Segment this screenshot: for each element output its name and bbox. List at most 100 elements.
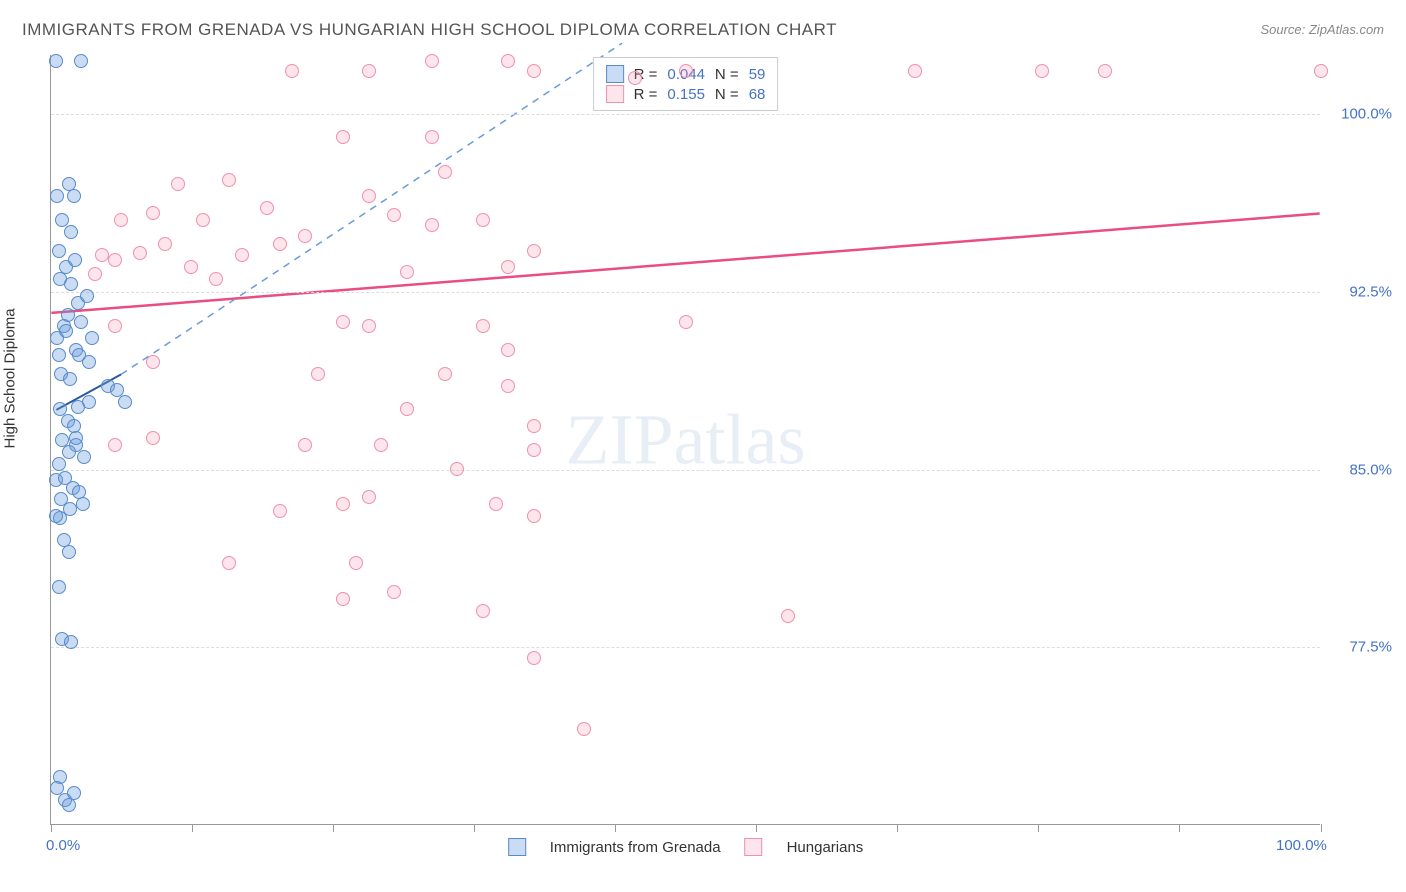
point-pink: [336, 497, 350, 511]
point-pink: [108, 319, 122, 333]
point-blue: [49, 509, 63, 523]
point-pink: [222, 173, 236, 187]
point-pink: [438, 367, 452, 381]
point-blue: [63, 372, 77, 386]
point-pink: [362, 64, 376, 78]
xtick-label: 0.0%: [46, 837, 80, 854]
point-pink: [311, 367, 325, 381]
point-blue: [61, 308, 75, 322]
point-pink: [527, 651, 541, 665]
point-pink: [235, 248, 249, 262]
point-pink: [400, 265, 414, 279]
point-pink: [489, 497, 503, 511]
point-blue: [80, 289, 94, 303]
point-pink: [209, 272, 223, 286]
point-pink: [285, 64, 299, 78]
gridline-h: [51, 470, 1320, 471]
ytick-label: 100.0%: [1327, 106, 1392, 123]
point-pink: [908, 64, 922, 78]
xtick: [1038, 824, 1039, 832]
xtick: [1179, 824, 1180, 832]
series-legend: Immigrants from Grenada Hungarians: [508, 838, 864, 856]
point-pink: [349, 556, 363, 570]
xtick: [897, 824, 898, 832]
point-pink: [527, 419, 541, 433]
y-axis-label: High School Diploma: [2, 308, 19, 448]
point-pink: [438, 165, 452, 179]
point-pink: [387, 585, 401, 599]
ytick-label: 77.5%: [1327, 639, 1392, 656]
point-pink: [273, 504, 287, 518]
point-pink: [425, 218, 439, 232]
ytick-label: 92.5%: [1327, 283, 1392, 300]
point-pink: [146, 206, 160, 220]
point-blue: [72, 348, 86, 362]
point-pink: [158, 237, 172, 251]
point-pink: [146, 431, 160, 445]
point-pink: [501, 54, 515, 68]
point-pink: [450, 462, 464, 476]
point-pink: [1314, 64, 1328, 78]
point-pink: [501, 260, 515, 274]
point-blue: [76, 497, 90, 511]
point-pink: [374, 438, 388, 452]
point-blue: [64, 635, 78, 649]
gridline-h: [51, 292, 1320, 293]
xtick: [756, 824, 757, 832]
point-blue: [62, 445, 76, 459]
point-pink: [298, 438, 312, 452]
xtick: [333, 824, 334, 832]
point-blue: [64, 225, 78, 239]
legend-swatch-blue: [508, 838, 526, 856]
point-blue: [62, 177, 76, 191]
point-pink: [527, 509, 541, 523]
gridline-h: [51, 647, 1320, 648]
point-blue: [59, 324, 73, 338]
point-pink: [425, 54, 439, 68]
point-pink: [1098, 64, 1112, 78]
point-pink: [146, 355, 160, 369]
point-blue: [67, 786, 81, 800]
point-pink: [171, 177, 185, 191]
legend-swatch-blue: [606, 65, 624, 83]
legend-row-pink: R = 0.155 N = 68: [606, 85, 766, 103]
legend-swatch-pink: [745, 838, 763, 856]
point-pink: [476, 319, 490, 333]
point-pink: [501, 379, 515, 393]
point-pink: [527, 244, 541, 258]
point-pink: [336, 315, 350, 329]
ytick-label: 85.0%: [1327, 461, 1392, 478]
point-blue: [118, 395, 132, 409]
legend-swatch-pink: [606, 85, 624, 103]
point-pink: [1035, 64, 1049, 78]
point-pink: [527, 64, 541, 78]
point-pink: [679, 315, 693, 329]
point-pink: [133, 246, 147, 260]
trend-line: [51, 214, 1319, 313]
point-blue: [64, 277, 78, 291]
point-pink: [679, 64, 693, 78]
point-pink: [476, 604, 490, 618]
gridline-h: [51, 114, 1320, 115]
point-pink: [628, 71, 642, 85]
point-blue: [50, 189, 64, 203]
xtick: [1321, 824, 1322, 832]
point-pink: [336, 592, 350, 606]
point-blue: [85, 331, 99, 345]
point-pink: [387, 208, 401, 222]
point-pink: [336, 130, 350, 144]
point-pink: [781, 609, 795, 623]
point-pink: [88, 267, 102, 281]
point-blue: [68, 253, 82, 267]
chart-source: Source: ZipAtlas.com: [1260, 22, 1384, 37]
plot-area: ZIPatlas R = 0.044 N = 59 R = 0.155 N = …: [50, 55, 1320, 825]
point-pink: [184, 260, 198, 274]
point-pink: [298, 229, 312, 243]
point-blue: [77, 450, 91, 464]
point-pink: [476, 213, 490, 227]
xtick: [192, 824, 193, 832]
point-blue: [52, 348, 66, 362]
point-pink: [108, 253, 122, 267]
point-pink: [400, 402, 414, 416]
legend-label-pink: Hungarians: [787, 839, 864, 856]
